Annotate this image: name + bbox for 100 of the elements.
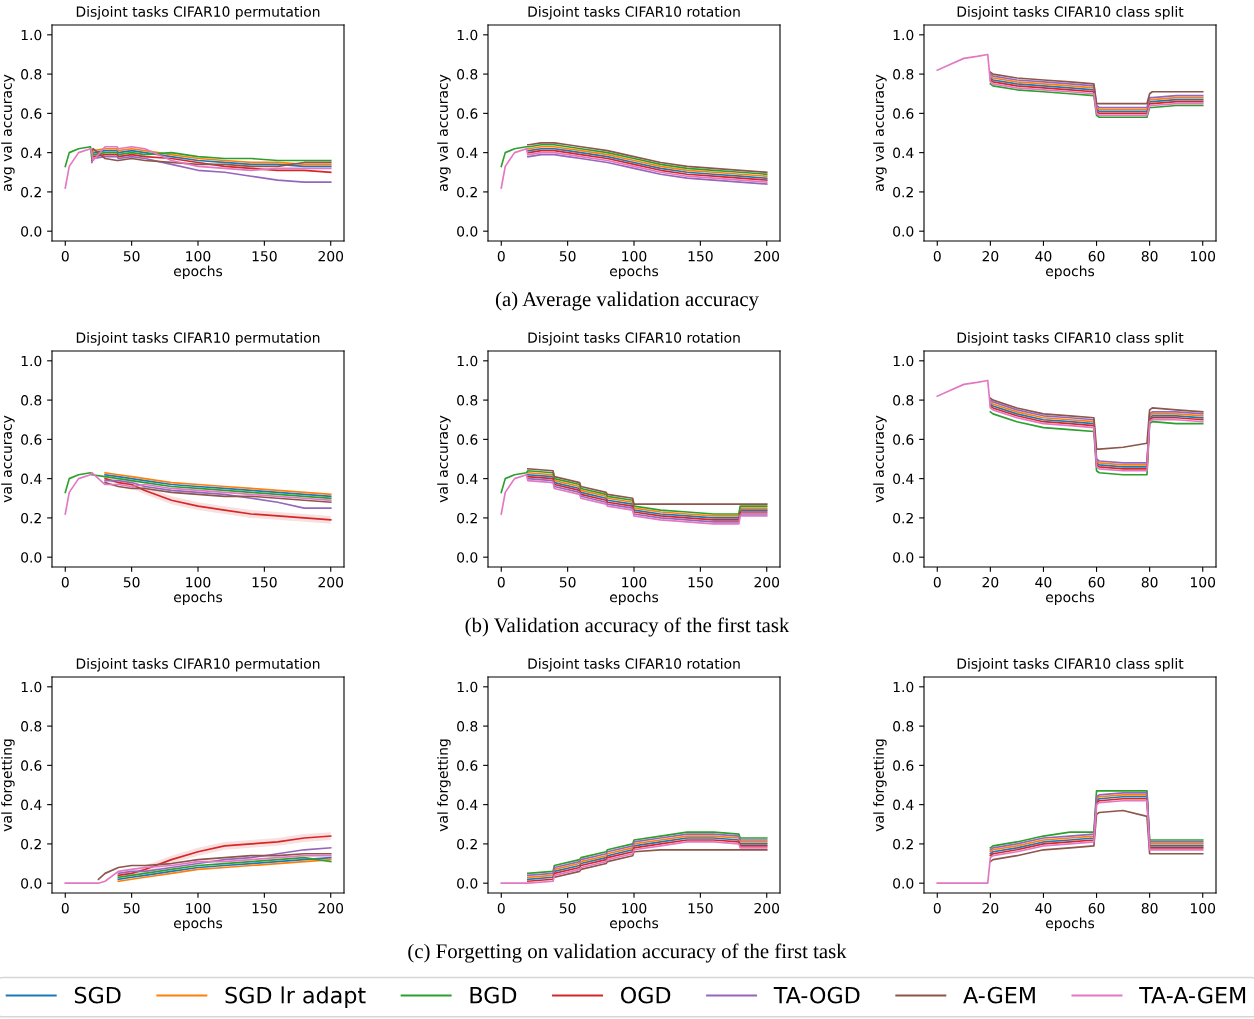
x-tick-label: 0 [497,576,505,588]
x-axis-title: epochs [1046,591,1095,605]
x-tick-label: 50 [559,576,576,588]
y-tick-label: 1.0 [893,355,914,367]
y-tick-label: 0.4 [893,473,914,485]
y-tick-label: 0.8 [457,395,478,406]
x-tick-label: 200 [318,576,344,588]
y-tick-label: 0.0 [21,552,42,563]
chart-title: Disjoint tasks CIFAR10 permutation [76,658,320,672]
y-tick-label: 0.4 [21,147,42,159]
x-tick-label: 40 [1035,576,1052,588]
y-tick-label: 0.6 [21,108,42,119]
y-tick-label: 1.0 [21,355,42,367]
y-axis-title: val forgetting [437,739,451,832]
x-tick-label: 40 [1035,902,1052,914]
chart-title: Disjoint tasks CIFAR10 class split [957,658,1184,672]
line-series [500,143,768,176]
x-tick-label: 0 [61,250,69,262]
x-axis-title: epochs [1046,265,1095,279]
x-axis-title: epochs [610,591,659,605]
x-tick-label: 200 [318,902,344,914]
x-tick-label: 20 [982,250,999,262]
line-series [64,145,332,189]
x-tick-label: 100 [186,576,211,588]
chart-title: Disjoint tasks CIFAR10 permutation [76,6,320,20]
y-axis-title: val accuracy [873,415,887,503]
x-tick-label: 0 [497,250,505,262]
line-series [500,147,768,189]
y-tick-label: 0.2 [893,186,913,198]
x-tick-label: 200 [754,250,780,262]
y-tick-label: 0.6 [457,434,478,445]
x-tick-label: 40 [1035,250,1052,262]
x-tick-label: 50 [123,576,140,588]
y-tick-label: 0.8 [893,721,914,732]
y-tick-label: 0.6 [457,108,478,119]
legend-label: SGD lr adapt [225,986,366,1008]
y-tick-label: 0.0 [21,226,42,237]
x-tick-label: 100 [186,250,211,262]
x-tick-label: 80 [1141,576,1158,588]
x-tick-label: 60 [1088,250,1105,262]
y-tick-label: 0.2 [21,186,41,198]
line-series [553,848,768,879]
x-tick-label: 60 [1088,902,1105,914]
line-series [64,471,332,515]
x-tick-label: 100 [622,576,647,588]
x-tick-label: 150 [252,250,277,262]
x-tick-label: 60 [1088,576,1105,588]
x-tick-label: 100 [622,902,647,914]
y-tick-label: 0.2 [21,512,41,524]
chart-title: Disjoint tasks CIFAR10 class split [957,6,1184,20]
chart-title: Disjoint tasks CIFAR10 rotation [528,658,740,672]
y-tick-label: 0.8 [893,395,914,406]
line-series [500,469,768,515]
x-tick-label: 100 [1191,902,1216,914]
x-axis-title: epochs [174,265,223,279]
y-tick-label: 0.8 [457,721,478,732]
y-axis-title: avg val accuracy [437,74,451,191]
x-tick-label: 50 [559,902,576,914]
x-tick-label: 0 [497,902,505,914]
y-tick-label: 1.0 [893,681,914,693]
line-series [500,841,768,885]
chart-title: Disjoint tasks CIFAR10 class split [957,332,1184,346]
line-series [500,473,768,525]
line-series [936,379,1204,472]
y-axis-title: val forgetting [1,739,15,832]
x-axis-title: epochs [610,265,659,279]
chart-title: Disjoint tasks CIFAR10 rotation [528,332,740,346]
y-axis-title: avg val accuracy [1,74,15,191]
x-tick-label: 0 [61,902,69,914]
legend-label: SGD [74,986,121,1004]
y-tick-label: 0.6 [893,434,914,445]
line-series [64,145,332,168]
y-tick-label: 0.2 [893,512,913,524]
y-tick-label: 0.4 [21,473,42,485]
y-tick-label: 0.0 [893,226,914,237]
y-tick-label: 0.0 [457,878,478,889]
x-tick-label: 50 [559,250,576,262]
line-series [117,847,332,875]
legend-label: TA-OGD [773,986,860,1004]
line-series [526,467,768,505]
legend-label: OGD [621,986,671,1004]
y-tick-label: 0.6 [893,108,914,119]
y-tick-label: 1.0 [21,681,42,693]
x-tick-label: 0 [61,576,69,588]
y-tick-label: 0.4 [893,147,914,159]
line-series [989,809,1204,863]
x-tick-label: 150 [252,902,277,914]
y-tick-label: 1.0 [457,355,478,367]
legend-label: TA-A-GEM [1139,986,1246,1004]
y-tick-label: 0.4 [21,799,42,811]
y-tick-label: 0.6 [457,760,478,771]
chart-title: Disjoint tasks CIFAR10 rotation [528,6,740,20]
y-tick-label: 0.8 [21,69,42,80]
x-tick-label: 200 [754,902,780,914]
x-tick-label: 100 [186,902,211,914]
x-tick-label: 150 [688,576,713,588]
y-tick-label: 0.8 [457,69,478,80]
x-tick-label: 20 [982,576,999,588]
x-tick-label: 200 [318,250,344,262]
text: (c) Forgetting on validation accuracy of the first task [408,943,847,963]
